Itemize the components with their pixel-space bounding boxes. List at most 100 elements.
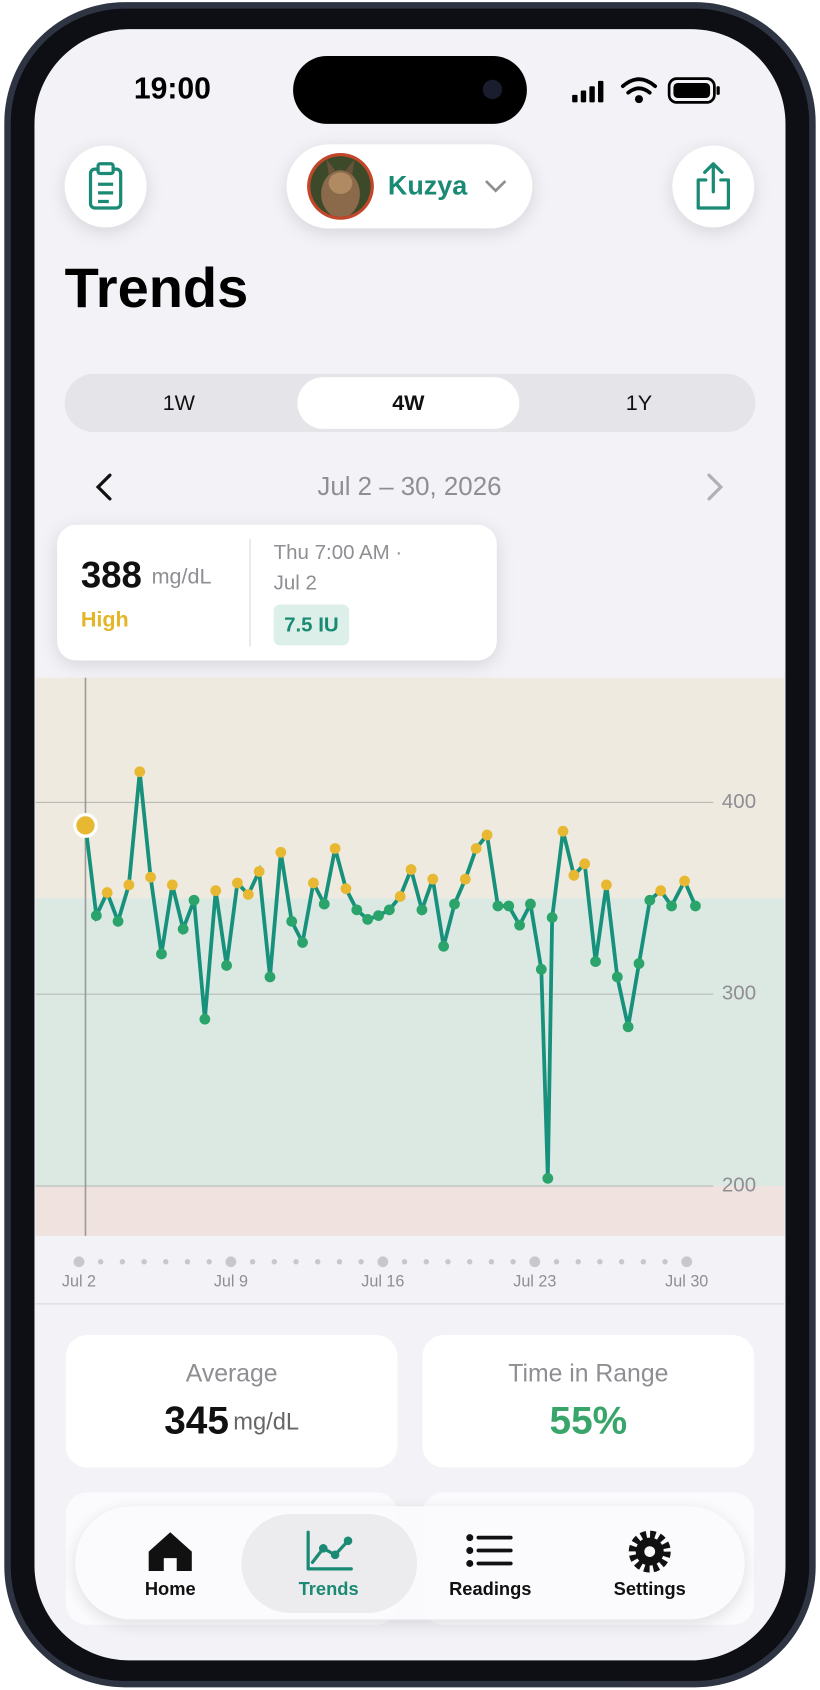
tab-label[interactable]: Settings (614, 1578, 686, 1599)
data-point[interactable] (622, 1021, 634, 1033)
data-point[interactable] (308, 877, 319, 889)
data-point[interactable] (340, 883, 352, 895)
data-point[interactable] (362, 914, 374, 925)
data-point[interactable] (655, 885, 667, 897)
day-dot (163, 1259, 169, 1265)
day-dot (662, 1259, 668, 1265)
data-point[interactable] (286, 915, 298, 927)
day-dot (141, 1259, 147, 1265)
data-point[interactable] (275, 846, 287, 858)
day-dot (423, 1259, 429, 1265)
day-dot (358, 1259, 364, 1265)
data-point[interactable] (156, 948, 167, 960)
data-point[interactable] (666, 900, 677, 912)
data-point[interactable] (459, 873, 471, 885)
profile-name: Kuzya (388, 171, 468, 201)
day-dot (249, 1259, 256, 1265)
data-point[interactable] (601, 879, 612, 891)
data-point[interactable] (221, 960, 232, 971)
data-point[interactable] (373, 910, 384, 921)
data-point[interactable] (525, 898, 536, 910)
range-tab[interactable]: 4W (392, 390, 425, 415)
data-point[interactable] (253, 866, 265, 877)
data-point[interactable] (644, 894, 656, 906)
low-band (35, 1186, 785, 1236)
data-point[interactable] (123, 879, 135, 891)
data-point[interactable] (394, 891, 406, 902)
day-dot (640, 1259, 647, 1265)
status-time: 19:00 (134, 72, 211, 105)
previous-button[interactable] (95, 473, 112, 501)
data-point[interactable] (177, 923, 189, 935)
data-point[interactable] (438, 940, 450, 952)
day-dot (315, 1259, 321, 1265)
data-point[interactable] (568, 869, 580, 881)
data-point[interactable] (351, 904, 363, 916)
data-point[interactable] (590, 956, 601, 968)
data-point[interactable] (90, 910, 102, 921)
data-point[interactable] (470, 843, 482, 854)
data-point[interactable] (329, 843, 341, 854)
data-point[interactable] (557, 825, 569, 837)
day-dot (336, 1259, 343, 1265)
readings-icon (466, 1534, 513, 1567)
home-icon (148, 1532, 192, 1571)
data-point[interactable] (514, 919, 525, 931)
data-point[interactable] (416, 904, 428, 916)
data-point[interactable] (405, 864, 417, 875)
data-point[interactable] (112, 915, 124, 927)
data-point[interactable] (611, 971, 623, 983)
data-point[interactable] (383, 904, 395, 916)
data-point[interactable] (679, 875, 690, 887)
data-point[interactable] (535, 963, 547, 975)
data-point[interactable] (481, 829, 493, 841)
x-tick-mark (377, 1256, 389, 1268)
high-band (35, 677, 785, 899)
data-point[interactable] (546, 912, 558, 923)
glucose-line (83, 771, 698, 1179)
data-point[interactable] (579, 858, 591, 870)
tooltip-card (57, 524, 497, 661)
data-point[interactable] (297, 937, 308, 948)
tab-label[interactable]: Home (145, 1578, 196, 1599)
tab-selected-pill (241, 1513, 417, 1614)
data-point[interactable] (318, 898, 330, 910)
range-tab[interactable]: 1W (163, 390, 196, 415)
logbook-button[interactable] (64, 145, 147, 228)
data-point[interactable] (101, 887, 113, 898)
chevron-down (485, 180, 507, 193)
data-point[interactable] (242, 889, 254, 900)
avatar (310, 156, 371, 217)
data-point[interactable] (449, 898, 460, 910)
data-point[interactable] (427, 873, 439, 885)
data-point[interactable] (232, 877, 243, 889)
data-point[interactable] (188, 894, 200, 906)
data-point[interactable] (199, 1013, 211, 1025)
next-button[interactable] (707, 473, 724, 501)
x-tick-label: Jul 23 (513, 1272, 556, 1290)
data-point[interactable] (145, 871, 156, 883)
x-tick-label: Jul 16 (361, 1272, 404, 1290)
range-tab[interactable]: 1Y (626, 390, 652, 415)
x-tick-label: Jul 2 (62, 1272, 96, 1290)
tooltip-reading: 388 mg/dL (81, 554, 212, 595)
data-point[interactable] (166, 879, 178, 891)
day-dot (488, 1259, 495, 1265)
data-point[interactable] (633, 958, 645, 969)
tooltip-dose: 7.5 IU (284, 613, 339, 636)
data-point[interactable] (542, 1172, 554, 1184)
data-point[interactable] (690, 900, 701, 912)
tab-label[interactable]: Readings (449, 1578, 531, 1599)
settings-icon (628, 1530, 671, 1573)
data-point[interactable] (503, 900, 515, 912)
data-point[interactable] (492, 900, 504, 912)
data-point[interactable] (134, 766, 146, 778)
data-point[interactable] (210, 885, 222, 897)
data-point[interactable] (264, 971, 276, 983)
battery-icon (667, 77, 716, 104)
selected-point[interactable] (73, 813, 98, 838)
tab-label[interactable]: Trends (299, 1578, 359, 1599)
